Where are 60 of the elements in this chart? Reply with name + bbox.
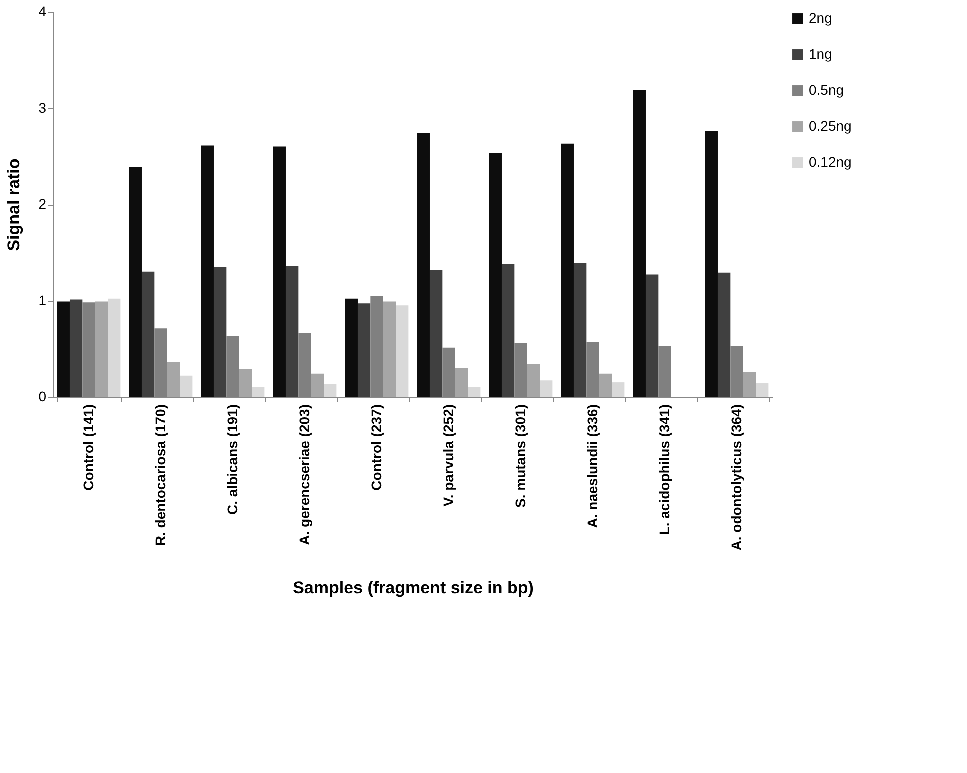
bar xyxy=(646,274,659,397)
x-tick-label: R. dentocariosa (170) xyxy=(152,404,168,546)
y-tick-label: 4 xyxy=(38,4,47,20)
x-tick-label: A. odontolyticus (364) xyxy=(728,404,744,551)
bar xyxy=(417,133,430,397)
bar xyxy=(396,306,409,397)
legend-label: 0.12ng xyxy=(809,154,852,170)
bar xyxy=(383,302,396,397)
bar xyxy=(718,272,731,397)
bar xyxy=(239,369,252,397)
bar xyxy=(180,376,193,397)
y-tick-label: 1 xyxy=(38,292,47,308)
x-tick-label: A. naeslundii (336) xyxy=(584,404,600,528)
x-axis-title: Samples (fragment size in bp) xyxy=(293,578,534,598)
bar xyxy=(468,387,481,397)
bar xyxy=(574,263,587,397)
x-tick-label: C. albicans (191) xyxy=(224,404,240,515)
bar xyxy=(743,372,756,397)
bar xyxy=(455,368,468,397)
bar xyxy=(599,374,612,397)
y-tick-label: 3 xyxy=(38,100,47,116)
y-tick-label: 2 xyxy=(38,196,47,212)
bar xyxy=(705,131,718,397)
bar xyxy=(311,374,324,397)
bar xyxy=(129,166,142,397)
bar xyxy=(95,302,108,397)
bar xyxy=(57,302,70,397)
bar xyxy=(214,267,227,397)
x-tick-label: Control (141) xyxy=(80,404,96,491)
x-tick-label: A. gerencseriae (203) xyxy=(296,404,312,546)
x-tick-label: L. acidophilus (341) xyxy=(656,404,672,536)
bar xyxy=(142,272,155,397)
bar xyxy=(252,387,265,397)
legend-label: 1ng xyxy=(809,46,832,62)
bar xyxy=(345,298,358,397)
bar xyxy=(612,382,625,397)
bar xyxy=(324,384,337,397)
bar xyxy=(502,264,515,397)
y-axis-title: Signal ratio xyxy=(4,158,24,252)
bar xyxy=(540,380,553,397)
bar xyxy=(167,362,180,397)
bar xyxy=(273,146,286,397)
x-tick-label: V. parvula (252) xyxy=(440,404,456,507)
legend-label: 0.5ng xyxy=(809,82,844,98)
bar xyxy=(286,266,299,397)
bar xyxy=(489,153,502,397)
x-tick-label: Control (237) xyxy=(368,404,384,491)
legend-label: 2ng xyxy=(809,10,832,26)
y-tick-label: 0 xyxy=(38,388,47,404)
bar xyxy=(201,146,214,397)
bar xyxy=(633,90,646,397)
bar xyxy=(527,364,540,397)
legend-label: 0.25ng xyxy=(809,118,852,134)
bar xyxy=(561,144,574,397)
bar xyxy=(70,300,83,397)
x-tick-label: S. mutans (301) xyxy=(512,404,528,508)
bar xyxy=(108,298,121,397)
bar xyxy=(756,384,769,397)
bar xyxy=(358,304,371,397)
bar xyxy=(430,270,443,397)
